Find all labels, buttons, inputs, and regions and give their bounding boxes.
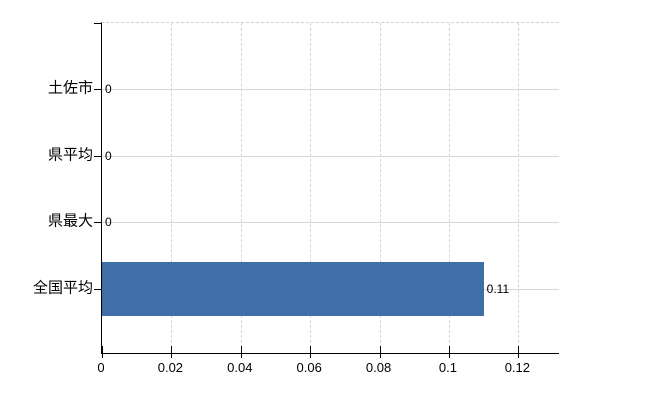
- horizontal-gridline: [102, 222, 559, 224]
- value-label: 0: [105, 215, 112, 230]
- plot-area: 0 0 0 0.11: [94, 22, 559, 358]
- vertical-gridline: [171, 23, 173, 353]
- y-tick: [94, 89, 102, 91]
- value-label: 0: [105, 82, 112, 97]
- x-tick-label: 0: [97, 360, 105, 375]
- horizontal-gridline: [102, 89, 559, 91]
- vertical-gridline: [518, 23, 520, 353]
- x-tick: [379, 346, 381, 358]
- x-tick-label: 0.08: [365, 360, 392, 375]
- x-tick: [171, 346, 173, 358]
- x-tick: [240, 346, 242, 358]
- vertical-gridline: [448, 23, 450, 353]
- y-tick: [94, 23, 102, 24]
- bar: [102, 261, 484, 316]
- x-tick: [518, 346, 520, 358]
- y-tick: [94, 222, 102, 224]
- x-tick: [310, 346, 312, 358]
- x-tick-label: 0.02: [157, 360, 184, 375]
- value-label: 0.11: [486, 281, 510, 296]
- x-tick: [448, 346, 450, 358]
- value-label: 0: [105, 148, 112, 163]
- x-tick: [102, 346, 103, 358]
- y-tick: [94, 155, 102, 157]
- y-tick: [94, 288, 102, 290]
- category-label: 県最大: [47, 212, 93, 230]
- x-tick-label: 0.1: [438, 360, 458, 375]
- vertical-gridline: [240, 23, 242, 353]
- horizontal-gridline: [102, 155, 559, 157]
- category-label: 全国平均: [32, 279, 93, 297]
- vertical-gridline: [379, 23, 381, 353]
- x-tick-label: 0.12: [504, 360, 531, 375]
- vertical-gridline: [310, 23, 312, 353]
- x-tick-label: 0.06: [296, 360, 322, 375]
- x-tick-label: 0.04: [227, 360, 253, 375]
- category-label: 県平均: [47, 146, 93, 164]
- category-label: 土佐市: [47, 79, 93, 97]
